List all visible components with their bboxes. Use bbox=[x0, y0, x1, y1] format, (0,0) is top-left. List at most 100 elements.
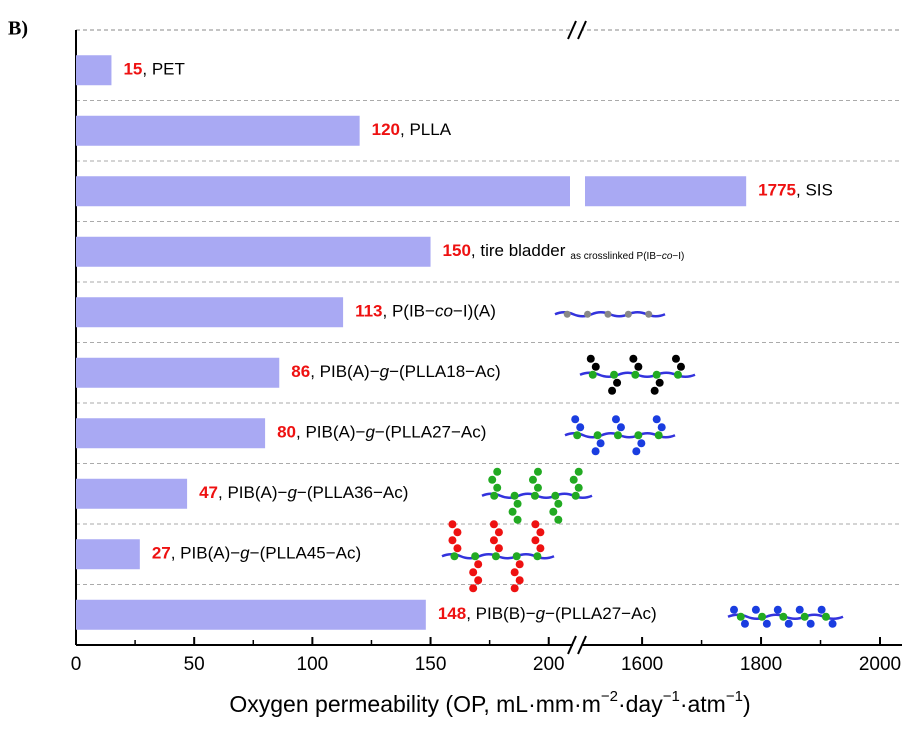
polymer-side bbox=[536, 544, 545, 553]
polymer-side bbox=[613, 378, 622, 387]
polymer-side bbox=[554, 515, 563, 524]
polymer-node bbox=[652, 370, 661, 379]
polymer-side bbox=[574, 483, 583, 492]
polymer-side bbox=[488, 475, 497, 484]
bar bbox=[585, 176, 747, 207]
polymer-side bbox=[650, 386, 659, 395]
polymer-node bbox=[551, 491, 560, 500]
polymer-side bbox=[586, 354, 595, 363]
polymer-node bbox=[624, 310, 632, 318]
polymer-side bbox=[515, 576, 524, 585]
category-label: , PIB(A)−g−(PLLA18−Ac) bbox=[310, 362, 500, 381]
x-tick-label: 150 bbox=[415, 654, 447, 675]
polymer-side bbox=[469, 568, 478, 577]
axis-break-gap bbox=[573, 637, 582, 653]
polymer-node bbox=[645, 310, 653, 318]
polymer-side bbox=[616, 423, 625, 432]
polymer-icon bbox=[579, 354, 696, 395]
polymer-node bbox=[654, 431, 663, 440]
bar bbox=[76, 599, 426, 630]
polymer-side bbox=[817, 605, 826, 614]
polymer-icon bbox=[481, 467, 593, 524]
polymer-side bbox=[510, 568, 519, 577]
polymer-side bbox=[596, 439, 605, 448]
polymer-side bbox=[453, 528, 462, 537]
category-label: , tire bladder bbox=[471, 241, 566, 260]
polymer-side bbox=[513, 515, 522, 524]
bar bbox=[76, 418, 266, 449]
value-label: 120 bbox=[372, 120, 400, 139]
bar bbox=[76, 297, 344, 328]
polymer-side bbox=[510, 584, 519, 593]
polymer-node bbox=[800, 612, 809, 621]
value-label: 150 bbox=[443, 241, 471, 260]
polymer-side bbox=[751, 605, 760, 614]
bar bbox=[76, 176, 570, 207]
axis-break-mark bbox=[577, 20, 587, 40]
bar bbox=[76, 55, 112, 86]
value-label: 113 bbox=[355, 302, 382, 321]
polymer-icon bbox=[554, 310, 666, 318]
bar bbox=[76, 115, 360, 146]
polymer-node bbox=[610, 370, 619, 379]
axis-break-mark bbox=[567, 20, 577, 40]
polymer-side bbox=[533, 483, 542, 492]
bar bbox=[76, 539, 140, 570]
polymer-node bbox=[563, 310, 571, 318]
polymer-side bbox=[806, 619, 815, 628]
polymer-side bbox=[531, 536, 540, 545]
polymer-side bbox=[608, 386, 617, 395]
bar bbox=[76, 357, 280, 388]
x-tick-label: 50 bbox=[184, 654, 205, 675]
category-label: , PIB(A)−g−(PLLA45−Ac) bbox=[171, 544, 361, 563]
polymer-side bbox=[494, 528, 503, 537]
polymer-node bbox=[736, 612, 745, 621]
polymer-side bbox=[591, 362, 600, 371]
polymer-node bbox=[604, 310, 612, 318]
polymer-node bbox=[571, 491, 580, 500]
polymer-side bbox=[629, 354, 638, 363]
category-label: , PLLA bbox=[400, 120, 452, 139]
x-tick-label: 0 bbox=[71, 654, 82, 675]
polymer-node bbox=[450, 552, 459, 561]
x-tick-label: 2000 bbox=[859, 654, 901, 675]
value-label: 47 bbox=[199, 483, 218, 502]
polymer-node bbox=[490, 491, 499, 500]
polymer-node bbox=[512, 552, 521, 561]
polymer-node bbox=[593, 431, 602, 440]
value-label: 86 bbox=[291, 362, 310, 381]
polymer-side bbox=[489, 520, 498, 529]
polymer-side bbox=[536, 528, 545, 537]
value-label: 148 bbox=[438, 604, 466, 623]
polymer-side bbox=[657, 423, 666, 432]
polymer-side bbox=[474, 576, 483, 585]
polymer-side bbox=[571, 415, 580, 424]
annotation: as crosslinked P(IB−co−I) bbox=[570, 250, 684, 261]
category-label: , PIB(A)−g−(PLLA36−Ac) bbox=[218, 483, 408, 502]
polymer-icon bbox=[727, 605, 844, 628]
polymer-side bbox=[637, 439, 646, 448]
polymer-node bbox=[779, 612, 788, 621]
category-label: , PIB(A)−g−(PLLA27−Ac) bbox=[296, 423, 486, 442]
polymer-node bbox=[631, 370, 640, 379]
polymer-node bbox=[533, 552, 542, 561]
polymer-side bbox=[652, 415, 661, 424]
polymer-side bbox=[576, 423, 585, 432]
value-label: 15 bbox=[123, 60, 142, 79]
category-label: , P(IB−co−I)(A) bbox=[383, 302, 496, 321]
polymer-icon bbox=[441, 520, 555, 593]
polymer-side bbox=[448, 520, 457, 529]
polymer-side bbox=[762, 619, 771, 628]
polymer-side bbox=[828, 619, 837, 628]
polymer-side bbox=[676, 362, 685, 371]
axis-break-mark bbox=[567, 635, 577, 655]
polymer-side bbox=[655, 378, 664, 387]
polymer-node bbox=[491, 552, 500, 561]
polymer-side bbox=[513, 499, 522, 508]
polymer-side bbox=[508, 507, 517, 516]
polymer-side bbox=[591, 447, 600, 456]
polymer-side bbox=[554, 499, 563, 508]
category-label: , PET bbox=[142, 60, 185, 79]
polymer-node bbox=[584, 310, 592, 318]
